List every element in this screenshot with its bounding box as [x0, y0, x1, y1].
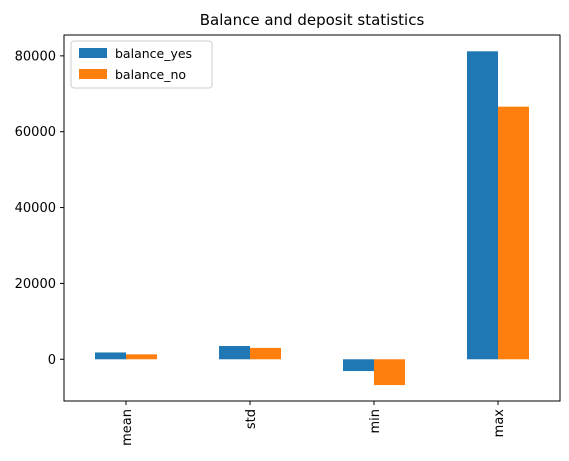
bar-balance_yes-std	[219, 346, 250, 360]
y-tick-label: 80000	[15, 49, 56, 64]
bar-balance_yes-min	[343, 359, 374, 372]
y-axis: 0 20000 40000 60000 80000	[15, 49, 64, 368]
bars-group	[95, 51, 529, 386]
bar-balance_no-max	[498, 106, 529, 360]
y-tick-label: 60000	[15, 125, 56, 140]
chart-title: Balance and deposit statistics	[200, 11, 425, 29]
y-tick-label: 0	[48, 353, 56, 368]
legend-swatch-balance_yes	[79, 48, 107, 58]
x-tick-label-min: min	[368, 409, 383, 434]
plot-frame	[63, 34, 561, 402]
y-tick-label: 20000	[15, 277, 56, 292]
bar-balance_yes-max	[467, 51, 498, 360]
x-tick-label-std: std	[244, 409, 259, 429]
legend-label-balance_yes: balance_yes	[115, 46, 192, 61]
x-tick-label-mean: mean	[120, 409, 135, 446]
bar-balance_no-mean	[126, 354, 157, 360]
legend-swatch-balance_no	[79, 69, 107, 79]
x-tick-label-max: max	[492, 409, 507, 438]
y-tick-label: 40000	[15, 201, 56, 216]
bar-balance_no-std	[250, 347, 281, 360]
x-axis: mean std min max	[120, 401, 507, 446]
bar-balance_yes-mean	[95, 352, 126, 360]
bar-balance_no-min	[374, 359, 405, 386]
legend: balance_yes balance_no	[70, 40, 213, 89]
legend-label-balance_no: balance_no	[115, 67, 186, 82]
